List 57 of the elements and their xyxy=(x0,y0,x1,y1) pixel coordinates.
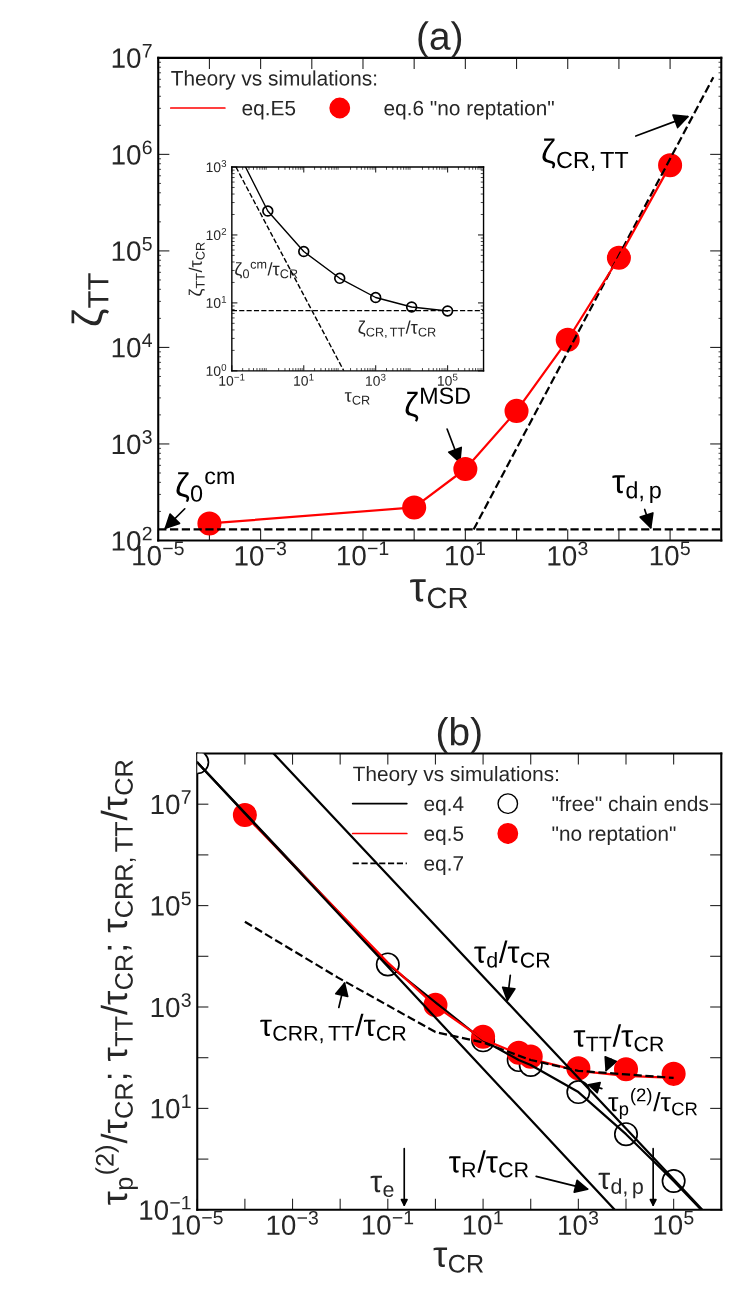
annotation: τ$_{d,p}$ xyxy=(598,1172,643,1199)
legend-label: eq.4 xyxy=(424,796,464,816)
x-tick-label: 10$^{−3}$ xyxy=(267,1210,318,1236)
y-tick-label: 10$^{5}$ xyxy=(151,891,191,916)
x-tick-label: 10$^{−1}$ xyxy=(362,1210,414,1235)
y-tick-label: 10$^{3}$ xyxy=(206,160,227,173)
y-tick-label: 10$^{6}$ xyxy=(112,140,152,165)
x-tick-label: 10$^{1}$ xyxy=(446,541,485,566)
y-tick-label: 10$^{5}$ xyxy=(112,237,152,261)
x-axis-title: τ$_{CR}$ xyxy=(410,579,468,609)
annotation: τ$_{e}$ xyxy=(370,1175,394,1198)
x-axis-title: τ$_{CR}$ xyxy=(433,1247,484,1273)
x-axis-title: τ$_{CR}$ xyxy=(344,392,370,405)
y-tick-label: 10$^{4}$ xyxy=(112,333,152,358)
annotation: ζ$^{MSD}$ xyxy=(405,387,470,422)
annotation: τ$_{d}$/τ$_{CR}$ xyxy=(474,940,550,968)
annotation: τ$_{R}$/τ$_{CR}$ xyxy=(449,1150,529,1178)
y-tick-label: 10$^{0}$ xyxy=(206,363,227,376)
annotation: ζ$_{0}$$^{cm}$/τ$_{CR}$ xyxy=(235,261,298,279)
annotation: ζ$_{CR,TT}$/τ$_{CR}$ xyxy=(358,320,436,339)
annotation: τ$_{CRR,TT}$/τ$_{CR}$ xyxy=(260,1013,406,1044)
x-tick-label: 10$^{5}$ xyxy=(650,541,690,566)
x-tick-label: 10$^{−1}$ xyxy=(338,541,389,566)
legend-title: Theory vs simulations: xyxy=(353,766,559,786)
y-tick-label: 10$^{7}$ xyxy=(112,44,152,68)
y-axis-title: ζ$_{TT}$/τ$_{CR}$ xyxy=(188,242,205,296)
legend-label: eq.E5 xyxy=(242,100,296,120)
y-tick-label: 10$^{1}$ xyxy=(206,295,227,308)
y-tick-label: 10$^{3}$ xyxy=(151,993,191,1018)
annotation: ζ$_{0}$$^{cm}$ xyxy=(176,471,234,503)
legend-label: eq.7 xyxy=(424,856,463,875)
x-tick-label: 10$^{5}$ xyxy=(654,1210,694,1235)
annotation: τ$_{d,p}$ xyxy=(612,475,661,504)
legend-label: eq.6 "no reptation" xyxy=(384,100,554,120)
x-tick-label: 10$^{3}$ xyxy=(548,541,588,566)
annotation: τ$_{TT}$/τ$_{CR}$ xyxy=(573,1024,664,1052)
y-tick-label: 10$^{2}$ xyxy=(206,228,227,241)
legend-title: Theory vs simulations: xyxy=(171,70,377,90)
x-tick-label: 10$^{5}$ xyxy=(437,373,458,386)
y-tick-label: 10$^{3}$ xyxy=(112,430,152,455)
annotation: τ$_{p}$$^{(2)}$/τ$_{CR}$ xyxy=(608,1087,698,1120)
x-tick-label: 10$^{3}$ xyxy=(559,1210,599,1236)
y-tick-label: 10$^{1}$ xyxy=(151,1094,191,1119)
legend-label: "no reptation" xyxy=(552,825,676,846)
y-axis-title: ζ$_{TT}$ xyxy=(71,273,109,326)
legend-label: "free" chain ends xyxy=(552,795,709,812)
annotation: ζ$_{CR,TT}$ xyxy=(542,138,629,171)
y-tick-label: 10$^{7}$ xyxy=(151,790,191,815)
legend-label: eq.5 xyxy=(424,826,464,846)
x-tick-label: 10$^{1}$ xyxy=(294,373,314,386)
x-tick-label: 10$^{1}$ xyxy=(463,1210,503,1235)
x-tick-label: 10$^{−1}$ xyxy=(219,373,245,386)
chart-title: (a) xyxy=(418,21,462,58)
x-tick-label: 10$^{3}$ xyxy=(366,373,386,386)
x-tick-label: 10$^{−3}$ xyxy=(235,541,286,566)
text: τ$_{p}$$^{(2)}$/τ$_{CR}$; τ$_{TT}$/τ$_{CR}$; τ$_{CRR,TT}$/τ$_{CR}$ xyxy=(95,760,138,1205)
chart-title: (b) xyxy=(437,716,481,754)
